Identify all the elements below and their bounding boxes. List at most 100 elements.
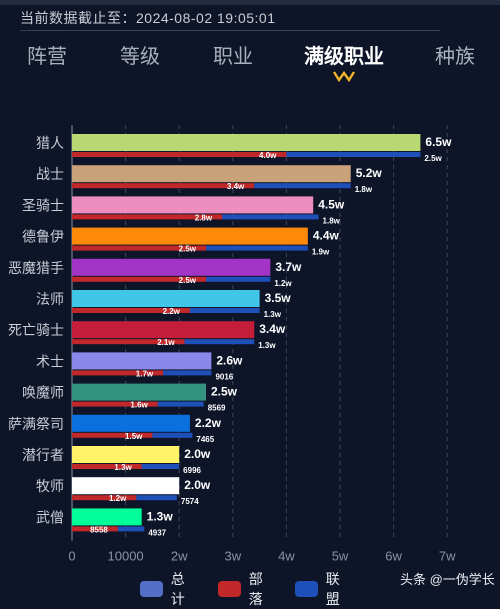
- alliance-value-label: 1.3w: [258, 341, 276, 350]
- x-tick-label: 4w: [278, 549, 295, 564]
- horde-value-label: 8558: [90, 525, 108, 534]
- legend-swatch-total: [140, 581, 163, 597]
- total-bar: [72, 508, 142, 526]
- total-value-label: 3.4w: [259, 322, 286, 336]
- horde-bar: [72, 245, 206, 251]
- total-bar: [72, 134, 421, 151]
- tab-level[interactable]: 等级: [120, 46, 160, 68]
- x-tick-label: 7w: [439, 549, 456, 564]
- horde-value-label: 4.0w: [259, 151, 277, 160]
- alliance-bar: [286, 152, 421, 157]
- top-divider: [0, 0, 500, 5]
- alliance-value-label: 9016: [215, 372, 233, 381]
- alliance-value-label: 1.3w: [264, 310, 282, 319]
- legend-swatch-horde: [218, 581, 241, 597]
- horde-bar: [72, 339, 185, 345]
- alliance-bar: [152, 432, 193, 438]
- total-bar: [72, 477, 180, 495]
- horde-value-label: 2.5w: [179, 276, 197, 285]
- category-label: 武僧: [36, 509, 64, 525]
- data-timestamp: 当前数据截止至：2024-08-02 19:05:01: [20, 10, 276, 26]
- horde-value-label: 1.2w: [109, 494, 127, 503]
- legend-swatch-alliance: [295, 581, 318, 597]
- x-tick-label: 2w: [171, 549, 188, 564]
- category-label: 死亡骑士: [8, 322, 64, 338]
- alliance-value-label: 1.8w: [355, 185, 373, 194]
- horde-value-label: 1.7w: [136, 369, 154, 378]
- tab-race[interactable]: 种族: [435, 46, 475, 68]
- alliance-value-label: 1.9w: [312, 248, 330, 257]
- horde-bar: [72, 276, 206, 282]
- alliance-bar: [189, 308, 260, 313]
- active-tab-chevron-icon: [333, 70, 355, 82]
- alliance-value-label: 4937: [148, 528, 166, 537]
- total-bar: [72, 352, 212, 370]
- horde-value-label: 2.1w: [157, 338, 175, 347]
- horde-bar: [72, 464, 142, 469]
- category-label: 萨满祭司: [8, 416, 64, 432]
- category-label: 牧师: [36, 478, 64, 494]
- total-value-label: 2.2w: [195, 416, 222, 430]
- category-label: 圣骑士: [22, 197, 64, 213]
- tab-class[interactable]: 职业: [213, 46, 253, 68]
- horde-bar: [72, 183, 255, 189]
- total-bar: [72, 290, 260, 307]
- horde-value-label: 2.8w: [195, 213, 213, 222]
- total-bar: [72, 414, 190, 432]
- total-value-label: 3.7w: [275, 260, 302, 274]
- alliance-value-label: 2.5w: [424, 154, 442, 163]
- total-bar: [72, 321, 255, 339]
- alliance-bar: [117, 526, 145, 532]
- x-tick-label: 3w: [224, 549, 241, 564]
- total-bar: [72, 383, 206, 401]
- alliance-value-label: 6996: [183, 466, 201, 475]
- tab-faction[interactable]: 阵营: [27, 46, 67, 68]
- x-tick-label: 6w: [385, 549, 402, 564]
- alliance-bar: [136, 495, 177, 501]
- legend-item-alliance[interactable]: 联盟: [295, 569, 347, 609]
- horde-value-label: 3.4w: [227, 182, 245, 191]
- horde-value-label: 2.2w: [163, 307, 181, 316]
- alliance-value-label: 7574: [181, 497, 199, 506]
- x-tick-label: 10000: [108, 549, 144, 564]
- total-value-label: 3.5w: [265, 291, 292, 305]
- alliance-value-label: 7465: [196, 435, 214, 444]
- category-label: 德鲁伊: [22, 229, 64, 245]
- legend-label-horde: 部落: [248, 571, 263, 607]
- x-tick-label: 0: [68, 549, 75, 564]
- tab-max-level-class[interactable]: 满级职业: [304, 46, 384, 68]
- alliance-value-label: 8569: [208, 404, 226, 413]
- category-label: 术士: [36, 353, 64, 369]
- alliance-bar: [206, 245, 308, 251]
- source-credit: 头条 @一伪学长: [400, 572, 495, 587]
- category-label: 唤魔师: [22, 385, 64, 401]
- category-label: 法师: [36, 291, 64, 307]
- alliance-value-label: 1.8w: [323, 216, 341, 225]
- total-value-label: 6.5w: [425, 135, 452, 149]
- total-value-label: 2.0w: [184, 447, 211, 461]
- total-bar: [72, 446, 180, 463]
- total-value-label: 1.3w: [147, 509, 174, 523]
- category-label: 潜行者: [22, 447, 64, 463]
- total-value-label: 2.0w: [184, 478, 211, 492]
- total-value-label: 4.5w: [318, 197, 345, 211]
- alliance-bar: [184, 339, 255, 345]
- timestamp-divider: [20, 30, 440, 31]
- legend-label-alliance: 联盟: [325, 571, 340, 607]
- alliance-bar: [163, 370, 212, 376]
- horde-bar: [72, 526, 118, 532]
- horde-value-label: 1.6w: [130, 401, 148, 410]
- alliance-bar: [254, 183, 351, 189]
- alliance-value-label: 1.2w: [274, 279, 292, 288]
- legend-item-total[interactable]: 总计: [140, 569, 192, 609]
- alliance-bar: [222, 214, 319, 220]
- tab-bar: 阵营 等级 职业 满级职业 种族: [0, 36, 500, 82]
- total-value-label: 2.5w: [211, 385, 238, 399]
- alliance-bar: [157, 401, 204, 407]
- horde-bar: [72, 495, 137, 501]
- horde-bar: [72, 308, 190, 313]
- x-tick-label: 5w: [332, 549, 349, 564]
- horde-value-label: 2.5w: [179, 245, 197, 254]
- horde-bar: [72, 214, 223, 220]
- legend-item-horde[interactable]: 部落: [218, 569, 270, 609]
